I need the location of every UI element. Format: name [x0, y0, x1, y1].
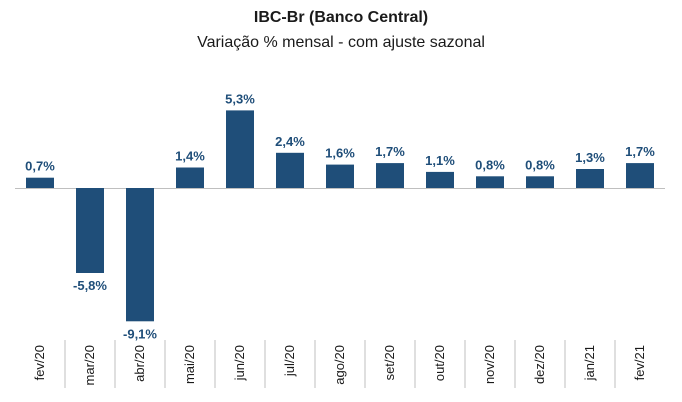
x-tick-label: dez/20 [532, 345, 547, 384]
data-label: -9,1% [123, 326, 157, 341]
bar-ago-20 [326, 164, 354, 188]
bar-abr-20 [126, 188, 154, 322]
data-label: 1,7% [625, 144, 655, 159]
chart-subtitle: Variação % mensal - com ajuste sazonal [197, 34, 485, 51]
bar-mar-20 [76, 188, 104, 273]
data-label: 1,6% [325, 146, 355, 161]
x-tick-label: jun/20 [232, 345, 247, 381]
bar-out-20 [426, 171, 454, 188]
data-label: 0,8% [475, 157, 505, 172]
x-tick-label: jan/21 [582, 345, 597, 381]
chart-title: IBC-Br (Banco Central) [253, 9, 429, 26]
x-tick-label: mai/20 [182, 345, 197, 384]
data-label: -5,8% [73, 278, 107, 293]
bar-fev-20 [26, 177, 54, 188]
x-tick-label: ago/20 [332, 345, 347, 385]
data-label: 2,4% [275, 134, 305, 149]
bar-nov-20 [476, 176, 504, 188]
bar-fev-21 [626, 163, 654, 188]
x-tick-label: jul/20 [282, 345, 297, 377]
x-tick-label: nov/20 [482, 345, 497, 384]
data-label: 0,8% [525, 157, 555, 172]
bar-jun-20 [226, 110, 254, 188]
bar-set-20 [376, 163, 404, 188]
bar-jan-21 [576, 169, 604, 188]
x-tick-label: fev/21 [632, 345, 647, 380]
data-label: 1,3% [575, 150, 605, 165]
bar-jul-20 [276, 152, 304, 188]
x-tick-label: abr/20 [132, 345, 147, 382]
bar-dez-20 [526, 176, 554, 188]
x-tick-label: set/20 [382, 345, 397, 380]
x-tick-label: out/20 [432, 345, 447, 381]
bar-mai-20 [176, 167, 204, 188]
x-tick-label: mar/20 [82, 345, 97, 385]
data-label: 5,3% [225, 91, 255, 106]
data-label: 1,7% [375, 144, 405, 159]
data-label: 0,7% [25, 159, 55, 174]
data-label: 1,4% [175, 149, 205, 164]
data-label: 1,1% [425, 153, 455, 168]
x-tick-label: fev/20 [32, 345, 47, 380]
